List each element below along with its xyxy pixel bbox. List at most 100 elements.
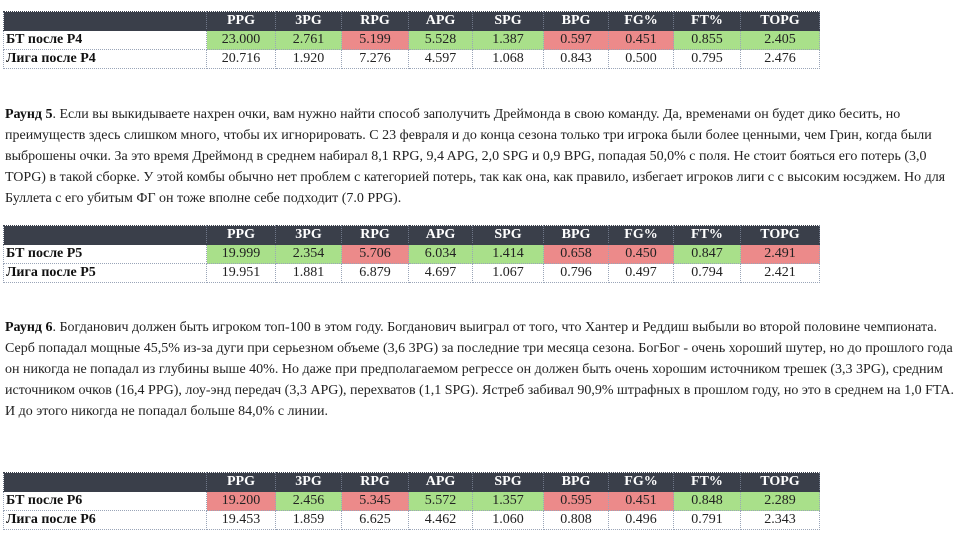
cell-topg: 2.421 bbox=[740, 263, 820, 283]
header-topg: TOPG bbox=[740, 11, 820, 31]
table-header-row: PPG 3PG RPG APG SPG BPG FG% FT% TOPG bbox=[3, 472, 820, 492]
header-3pg: 3PG bbox=[275, 225, 342, 245]
cell-fg: 0.500 bbox=[608, 49, 674, 69]
header-ppg: PPG bbox=[206, 11, 276, 31]
header-ft: FT% bbox=[673, 472, 741, 492]
cell-topg: 2.405 bbox=[740, 30, 820, 50]
header-topg: TOPG bbox=[740, 225, 820, 245]
cell-fg: 0.497 bbox=[608, 263, 674, 283]
cell-topg: 2.491 bbox=[740, 244, 820, 264]
cell-ft: 0.791 bbox=[673, 510, 741, 530]
cell-apg: 4.462 bbox=[408, 510, 473, 530]
header-topg: TOPG bbox=[740, 472, 820, 492]
header-apg: APG bbox=[408, 472, 473, 492]
cell-ppg: 19.951 bbox=[206, 263, 276, 283]
table-header-row: PPG 3PG RPG APG SPG BPG FG% FT% TOPG bbox=[3, 225, 820, 245]
cell-bpg: 0.843 bbox=[543, 49, 609, 69]
cell-topg: 2.476 bbox=[740, 49, 820, 69]
stats-table-round5: PPG 3PG RPG APG SPG BPG FG% FT% TOPG БТ … bbox=[3, 225, 820, 283]
header-corner bbox=[3, 472, 207, 492]
header-corner bbox=[3, 225, 207, 245]
cell-rpg: 7.276 bbox=[341, 49, 409, 69]
table-row: Лига после Р4 20.716 1.920 7.276 4.597 1… bbox=[3, 49, 820, 69]
cell-rpg: 6.625 bbox=[341, 510, 409, 530]
cell-apg: 5.572 bbox=[408, 491, 473, 511]
cell-bpg: 0.597 bbox=[543, 30, 609, 50]
cell-3pg: 1.920 bbox=[275, 49, 342, 69]
cell-ppg: 19.453 bbox=[206, 510, 276, 530]
cell-3pg: 2.761 bbox=[275, 30, 342, 50]
cell-ppg: 20.716 bbox=[206, 49, 276, 69]
cell-ft: 0.848 bbox=[673, 491, 741, 511]
header-fg: FG% bbox=[608, 472, 674, 492]
header-spg: SPG bbox=[472, 11, 544, 31]
round5-paragraph: Раунд 5. Если вы выкидываете нахрен очки… bbox=[5, 104, 967, 209]
header-ft: FT% bbox=[673, 11, 741, 31]
cell-bpg: 0.658 bbox=[543, 244, 609, 264]
row-label: БТ после Р6 bbox=[3, 491, 207, 511]
cell-rpg: 5.706 bbox=[341, 244, 409, 264]
table-row: Лига после Р6 19.453 1.859 6.625 4.462 1… bbox=[3, 510, 820, 530]
header-ppg: PPG bbox=[206, 225, 276, 245]
cell-topg: 2.343 bbox=[740, 510, 820, 530]
header-spg: SPG bbox=[472, 225, 544, 245]
row-label: БТ после Р4 bbox=[3, 30, 207, 50]
stats-table-round6: PPG 3PG RPG APG SPG BPG FG% FT% TOPG БТ … bbox=[3, 472, 820, 530]
cell-fg: 0.451 bbox=[608, 30, 674, 50]
cell-ft: 0.855 bbox=[673, 30, 741, 50]
cell-apg: 4.597 bbox=[408, 49, 473, 69]
cell-bpg: 0.796 bbox=[543, 263, 609, 283]
cell-spg: 1.357 bbox=[472, 491, 544, 511]
table-row: БТ после Р4 23.000 2.761 5.199 5.528 1.3… bbox=[3, 30, 820, 50]
cell-bpg: 0.808 bbox=[543, 510, 609, 530]
cell-fg: 0.450 bbox=[608, 244, 674, 264]
cell-apg: 5.528 bbox=[408, 30, 473, 50]
header-rpg: RPG bbox=[341, 225, 409, 245]
header-bpg: BPG bbox=[543, 225, 609, 245]
round5-text: . Если вы выкидываете нахрен очки, вам н… bbox=[5, 107, 946, 206]
cell-fg: 0.451 bbox=[608, 491, 674, 511]
cell-3pg: 1.859 bbox=[275, 510, 342, 530]
row-label: Лига после Р6 bbox=[3, 510, 207, 530]
header-fg: FG% bbox=[608, 225, 674, 245]
header-ft: FT% bbox=[673, 225, 741, 245]
row-label: Лига после Р4 bbox=[3, 49, 207, 69]
cell-spg: 1.068 bbox=[472, 49, 544, 69]
header-apg: APG bbox=[408, 11, 473, 31]
cell-topg: 2.289 bbox=[740, 491, 820, 511]
stats-table-round4: PPG 3PG RPG APG SPG BPG FG% FT% TOPG БТ … bbox=[3, 11, 820, 69]
table-row: БТ после Р5 19.999 2.354 5.706 6.034 1.4… bbox=[3, 244, 820, 264]
table-header-row: PPG 3PG RPG APG SPG BPG FG% FT% TOPG bbox=[3, 11, 820, 31]
cell-ppg: 19.200 bbox=[206, 491, 276, 511]
header-spg: SPG bbox=[472, 472, 544, 492]
header-apg: APG bbox=[408, 225, 473, 245]
header-rpg: RPG bbox=[341, 11, 409, 31]
round6-title: Раунд 6 bbox=[5, 320, 53, 335]
header-rpg: RPG bbox=[341, 472, 409, 492]
cell-apg: 6.034 bbox=[408, 244, 473, 264]
cell-rpg: 5.345 bbox=[341, 491, 409, 511]
cell-apg: 4.697 bbox=[408, 263, 473, 283]
header-fg: FG% bbox=[608, 11, 674, 31]
cell-bpg: 0.595 bbox=[543, 491, 609, 511]
cell-spg: 1.060 bbox=[472, 510, 544, 530]
header-3pg: 3PG bbox=[275, 11, 342, 31]
cell-ppg: 23.000 bbox=[206, 30, 276, 50]
cell-ft: 0.847 bbox=[673, 244, 741, 264]
cell-fg: 0.496 bbox=[608, 510, 674, 530]
cell-spg: 1.387 bbox=[472, 30, 544, 50]
cell-ppg: 19.999 bbox=[206, 244, 276, 264]
table-row: БТ после Р6 19.200 2.456 5.345 5.572 1.3… bbox=[3, 491, 820, 511]
table-row: Лига после Р5 19.951 1.881 6.879 4.697 1… bbox=[3, 263, 820, 283]
row-label: Лига после Р5 bbox=[3, 263, 207, 283]
cell-3pg: 1.881 bbox=[275, 263, 342, 283]
round6-text: . Богданович должен быть игроком топ-100… bbox=[5, 320, 954, 419]
header-corner bbox=[3, 11, 207, 31]
header-bpg: BPG bbox=[543, 11, 609, 31]
round6-paragraph: Раунд 6. Богданович должен быть игроком … bbox=[5, 317, 967, 422]
header-ppg: PPG bbox=[206, 472, 276, 492]
header-3pg: 3PG bbox=[275, 472, 342, 492]
cell-rpg: 5.199 bbox=[341, 30, 409, 50]
cell-spg: 1.067 bbox=[472, 263, 544, 283]
cell-ft: 0.794 bbox=[673, 263, 741, 283]
